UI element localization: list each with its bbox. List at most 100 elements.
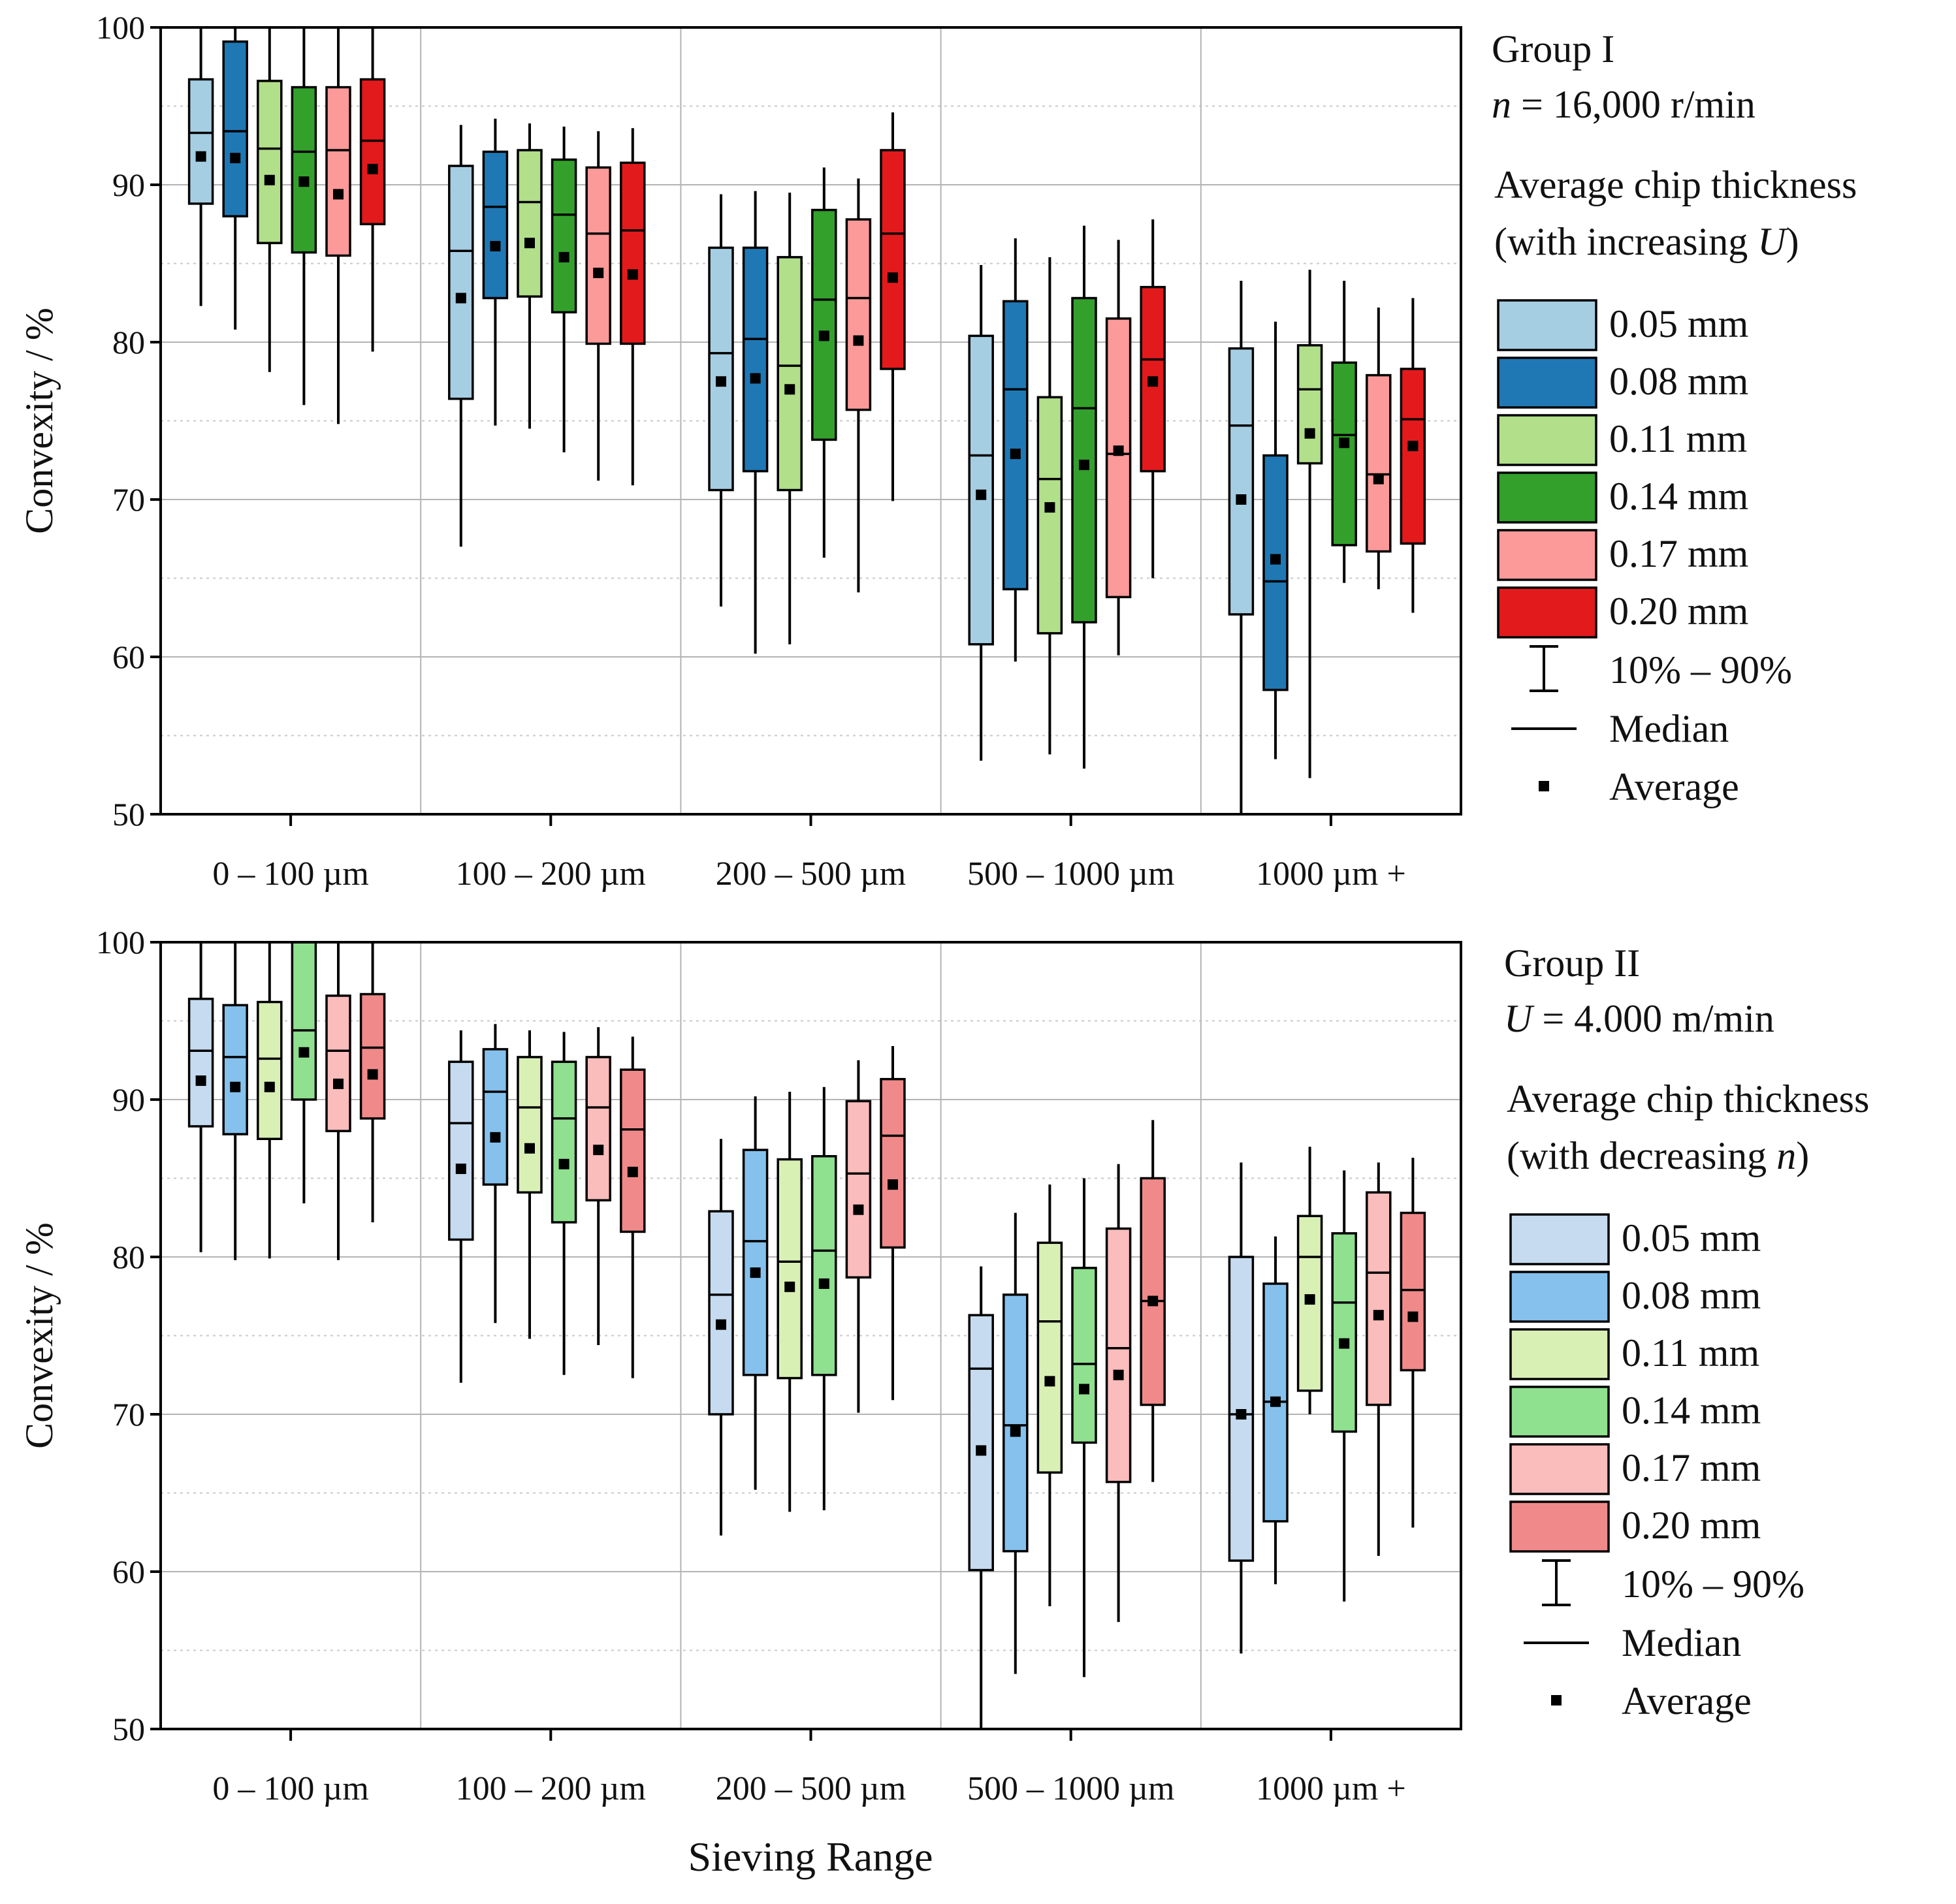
average-marker xyxy=(524,238,535,249)
legend-swatch xyxy=(1497,299,1597,351)
box-020mm-cat4 xyxy=(1140,219,1166,579)
average-marker xyxy=(627,1166,638,1177)
legend-range-label: 10% – 90% xyxy=(1609,648,1792,691)
average-marker xyxy=(1147,376,1159,387)
average-marker xyxy=(1304,428,1315,439)
y-tick-label: 70 xyxy=(112,1396,145,1433)
average-marker xyxy=(976,489,987,500)
box-005mm-cat4 xyxy=(968,1266,994,1729)
box-017mm-cat5 xyxy=(1366,307,1392,590)
box-iqr xyxy=(551,158,577,313)
legend-condition: U = 4.000 m/min xyxy=(1504,997,1774,1040)
box-017mm-cat5 xyxy=(1366,1162,1392,1556)
box-iqr xyxy=(1228,1256,1255,1562)
average-marker xyxy=(1079,1384,1089,1395)
legend-group-title: Group I xyxy=(1492,27,1614,71)
average-marker xyxy=(716,1319,726,1330)
box-iqr xyxy=(448,165,474,400)
legend-condition: n = 16,000 r/min xyxy=(1492,83,1756,126)
x-axis-title: Sieving Range xyxy=(688,1833,933,1880)
y-tick-label: 90 xyxy=(112,1081,145,1118)
box-iqr xyxy=(1002,300,1029,591)
legend-subtitle: (with decreasing n) xyxy=(1507,1134,1809,1177)
average-marker xyxy=(524,1143,535,1154)
legend-average-symbol xyxy=(1539,781,1549,791)
box-014mm-cat3 xyxy=(811,1087,837,1511)
box-011mm-cat5 xyxy=(1296,1147,1323,1414)
y-tick-label: 100 xyxy=(96,9,145,46)
average-marker xyxy=(1079,459,1089,470)
box-017mm-cat3 xyxy=(845,178,872,593)
box-008mm-cat3 xyxy=(742,1096,769,1490)
box-020mm-cat3 xyxy=(880,112,906,501)
box-iqr xyxy=(222,1004,248,1135)
box-014mm-cat5 xyxy=(1331,1170,1357,1602)
box-iqr xyxy=(845,218,872,411)
legend-average-symbol xyxy=(1551,1695,1562,1706)
legend-label: 0.05 mm xyxy=(1609,302,1748,345)
box-017mm-cat2 xyxy=(585,131,611,481)
average-marker xyxy=(1304,1294,1315,1305)
y-axis-title: Convexity / % xyxy=(18,1222,61,1449)
average-marker xyxy=(298,176,310,187)
y-tick-label: 70 xyxy=(112,481,145,518)
y-tick-label: 50 xyxy=(112,796,145,833)
box-iqr xyxy=(1296,344,1323,465)
box-017mm-cat4 xyxy=(1105,1164,1132,1623)
box-iqr xyxy=(620,161,646,345)
average-marker xyxy=(490,1132,501,1143)
box-005mm-cat5 xyxy=(1228,281,1255,814)
legend-swatch xyxy=(1497,414,1597,466)
average-marker xyxy=(195,151,206,162)
legend-swatch xyxy=(1497,471,1597,524)
average-marker xyxy=(1407,1311,1419,1322)
box-iqr xyxy=(1366,373,1392,553)
box-008mm-cat4 xyxy=(1002,1213,1029,1674)
x-tick-label: 0 – 100 µm xyxy=(212,855,368,893)
box-020mm-cat4 xyxy=(1140,1120,1166,1482)
box-iqr xyxy=(742,246,769,473)
box-iqr xyxy=(1071,1267,1097,1444)
x-tick-label: 100 – 200 µm xyxy=(456,1770,646,1807)
box-008mm-cat2 xyxy=(482,1024,509,1324)
y-tick-label: 50 xyxy=(112,1711,145,1747)
legend-swatch xyxy=(1509,1271,1610,1323)
box-iqr xyxy=(1140,1177,1166,1406)
box-011mm-cat2 xyxy=(517,123,543,429)
legend-label: 0.08 mm xyxy=(1609,360,1748,403)
box-iqr xyxy=(1071,296,1097,624)
average-marker xyxy=(593,1145,604,1156)
box-005mm-cat5 xyxy=(1228,1162,1255,1654)
average-marker xyxy=(1236,1409,1247,1420)
average-marker xyxy=(1339,1338,1350,1349)
box-iqr xyxy=(1331,1232,1357,1433)
average-marker xyxy=(784,1281,795,1292)
average-marker xyxy=(627,269,638,280)
box-014mm-cat1 xyxy=(291,27,317,405)
average-marker xyxy=(716,376,726,387)
average-marker xyxy=(1147,1295,1159,1307)
legend-label: 0.11 mm xyxy=(1609,417,1747,460)
box-iqr xyxy=(880,1077,906,1249)
box-iqr xyxy=(845,1100,872,1279)
x-tick-label: 500 – 1000 µm xyxy=(967,1770,1174,1807)
box-017mm-cat1 xyxy=(325,27,351,424)
x-tick-label: 200 – 500 µm xyxy=(716,1770,906,1807)
box-iqr xyxy=(325,994,351,1132)
box-iqr xyxy=(708,1210,734,1416)
average-marker xyxy=(853,1204,864,1215)
average-marker xyxy=(230,153,241,164)
legend-group-title: Group II xyxy=(1504,942,1640,985)
box-iqr xyxy=(1036,1241,1063,1474)
y-axis-title: Convexity / % xyxy=(18,308,61,534)
average-marker xyxy=(1339,437,1350,449)
box-iqr xyxy=(777,256,803,492)
box-iqr xyxy=(777,1158,803,1380)
legend-median-label: Median xyxy=(1622,1621,1741,1664)
box-011mm-cat5 xyxy=(1296,270,1323,778)
box-iqr xyxy=(517,149,543,298)
box-iqr xyxy=(448,1060,474,1241)
box-iqr xyxy=(1228,347,1255,616)
box-005mm-cat2 xyxy=(448,1030,474,1383)
